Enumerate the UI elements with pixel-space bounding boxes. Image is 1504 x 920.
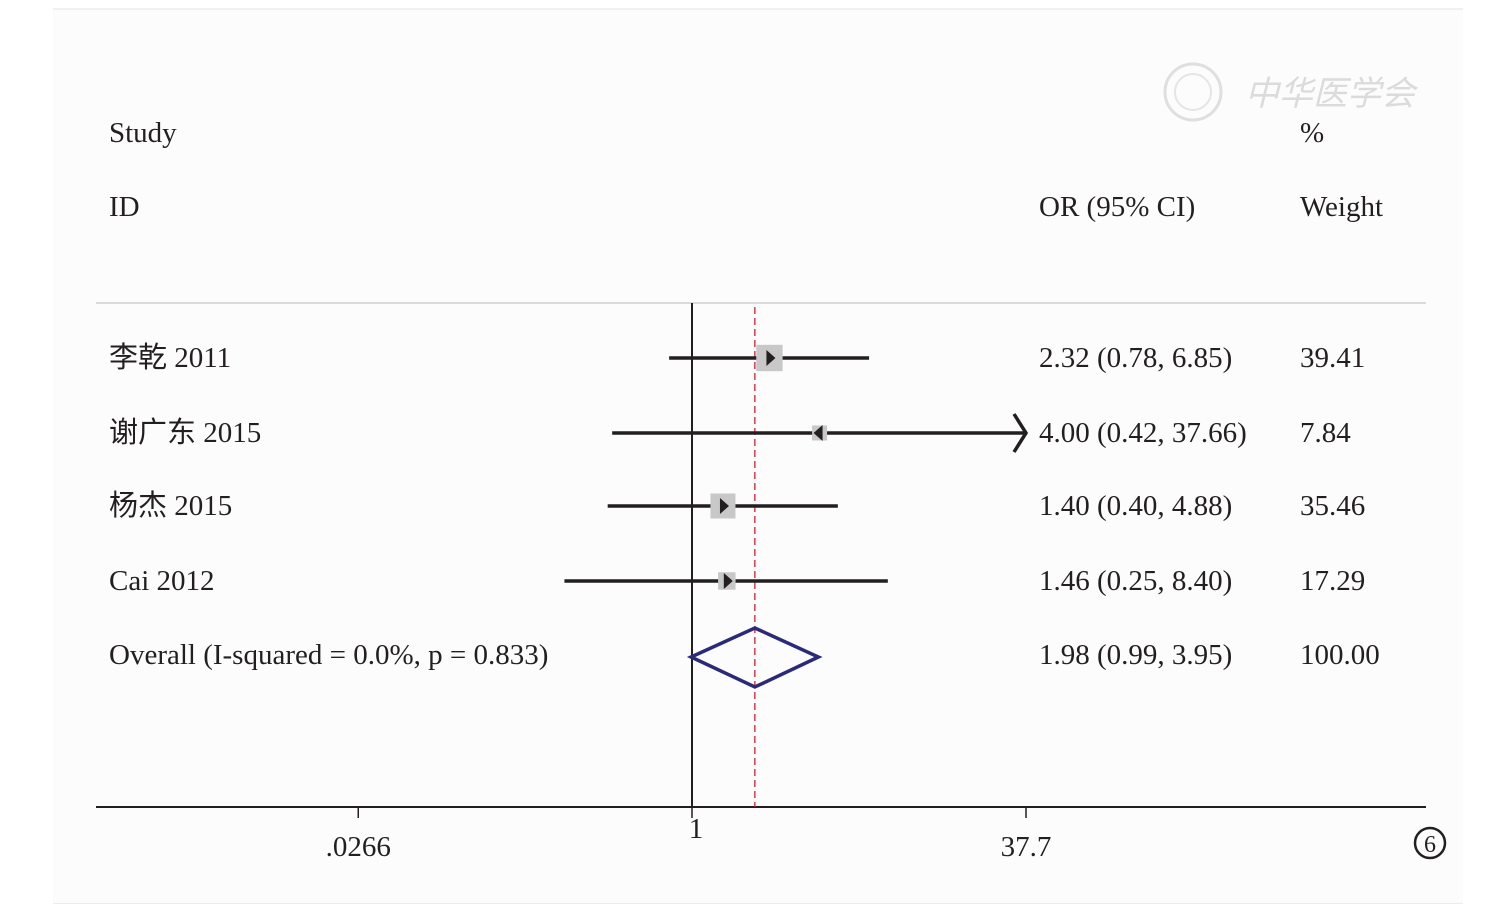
or-ci-value: 1.40 (0.40, 4.88) — [1039, 490, 1232, 522]
watermark: 中华医学会 — [1163, 62, 1419, 122]
chart-panel — [53, 8, 1463, 904]
point-estimate-marker — [766, 350, 776, 366]
seal-inner-ring — [1174, 73, 1212, 111]
overall-label: Overall (I-squared = 0.0%, p = 0.833) — [109, 639, 548, 671]
header-percent: % — [1300, 117, 1324, 149]
figure-number: 6 — [1424, 832, 1436, 858]
x-tick-label: 1 — [689, 813, 704, 845]
study-label: 李乾 2011 — [109, 341, 231, 374]
point-estimate-marker — [719, 498, 729, 514]
overall-diamond — [686, 626, 823, 689]
study-label: 谢广东 2015 — [109, 416, 261, 449]
point-estimate-marker — [723, 573, 733, 589]
header-id: ID — [109, 191, 140, 223]
ci-arrow — [1012, 413, 1029, 453]
overall-or-ci: 1.98 (0.99, 3.95) — [1039, 639, 1232, 671]
figure-number-badge: 6 — [1413, 826, 1447, 860]
point-estimate-marker — [813, 425, 823, 441]
weight-value: 7.84 — [1300, 417, 1351, 449]
x-tick-label: 37.7 — [1001, 831, 1052, 863]
or-ci-value: 1.46 (0.25, 8.40) — [1039, 565, 1232, 597]
or-ci-value: 2.32 (0.78, 6.85) — [1039, 342, 1232, 374]
society-seal-icon — [1163, 62, 1223, 122]
or-ci-value: 4.00 (0.42, 37.66) — [1039, 417, 1247, 449]
study-label: Cai 2012 — [109, 565, 215, 597]
weight-value: 39.41 — [1300, 342, 1365, 374]
x-tick-label: .0266 — [326, 831, 391, 863]
weight-value: 35.46 — [1300, 490, 1365, 522]
weight-value: 17.29 — [1300, 565, 1365, 597]
watermark-text: 中华医学会 — [1245, 76, 1419, 113]
figure-number-circle — [1413, 826, 1447, 860]
header-or: OR (95% CI) — [1039, 191, 1195, 223]
header-weight: Weight — [1300, 191, 1383, 223]
header-study: Study — [109, 117, 177, 149]
overall-weight: 100.00 — [1300, 639, 1380, 671]
study-label: 杨杰 2015 — [109, 489, 232, 522]
